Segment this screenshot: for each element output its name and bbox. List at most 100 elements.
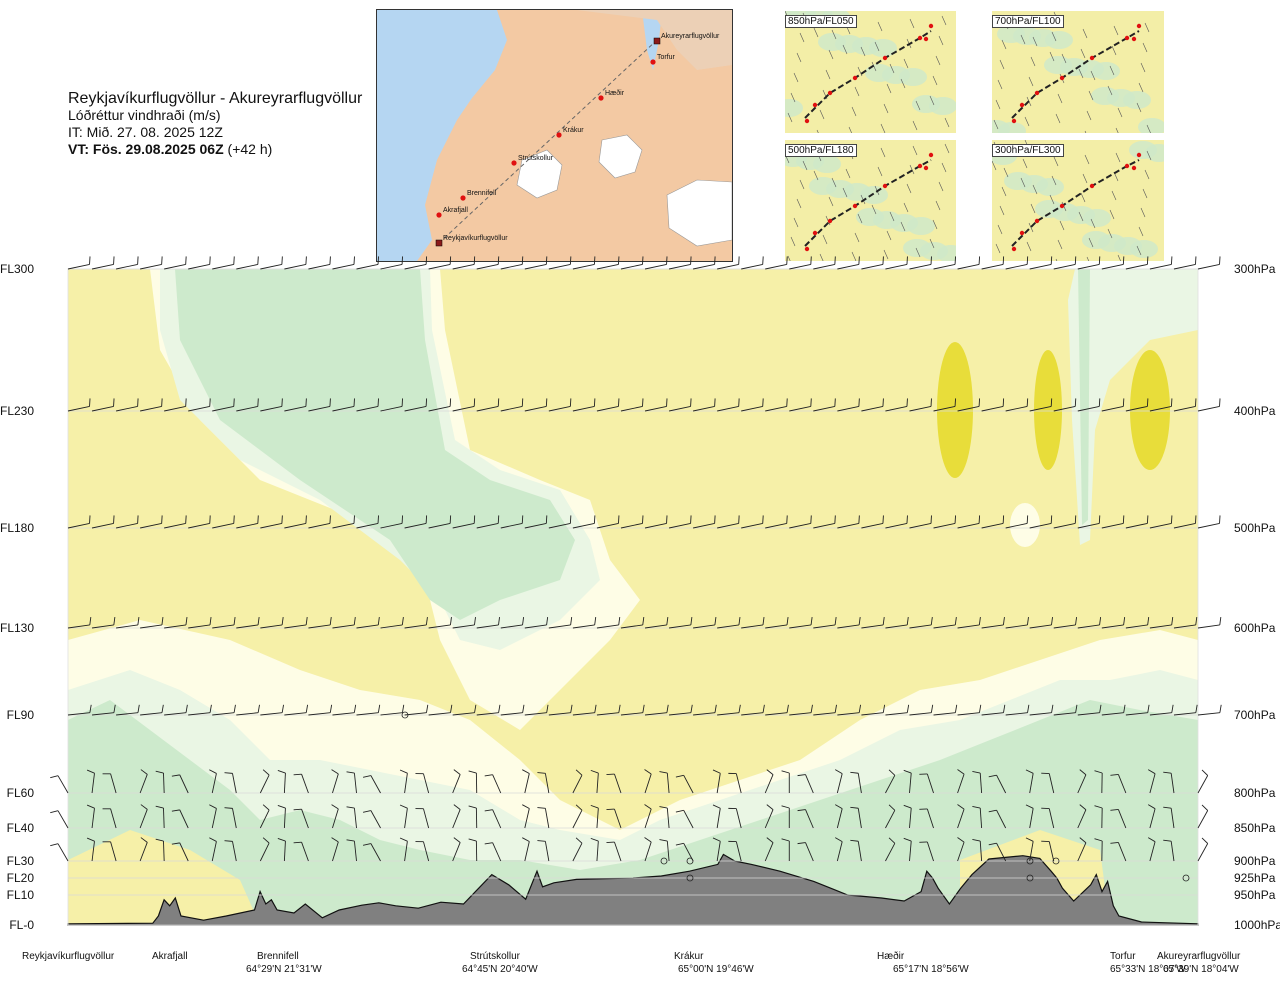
thumb-barb — [995, 243, 1001, 254]
thumb-barb — [941, 162, 947, 173]
wind-barb — [139, 837, 148, 862]
wind-barb — [669, 616, 693, 629]
wind-barb — [484, 809, 502, 829]
strong-sink-1 — [937, 342, 973, 478]
map-airport-marker — [653, 37, 661, 45]
thumb-barb — [1080, 48, 1086, 59]
thumb-waypoint — [923, 36, 929, 42]
hpa-label-700hPa: 700hPa — [1234, 708, 1276, 722]
thumb-waypoint — [923, 165, 929, 171]
wind-barb — [764, 804, 774, 829]
wind-barb — [500, 704, 525, 716]
sink-lower-right — [960, 830, 1110, 925]
thumb-barb — [1028, 222, 1034, 233]
thumb-lift-patch — [869, 39, 897, 57]
neutral-lower — [68, 620, 1198, 925]
wind-barb — [885, 704, 910, 716]
calm-marker — [1182, 874, 1190, 882]
wind-barb — [919, 841, 934, 862]
thumb-700[interactable]: 700hPa/FL100 — [992, 11, 1164, 133]
thumb-barb — [860, 46, 866, 57]
thumb-barb — [1049, 51, 1055, 62]
thumb-barb — [1111, 190, 1117, 201]
wind-barb — [606, 808, 622, 829]
map-highland — [577, 10, 732, 70]
wind-barb — [1101, 616, 1126, 629]
thumb-barb — [793, 217, 799, 228]
map-label: Krákur — [563, 127, 584, 134]
wind-barb — [155, 838, 165, 862]
wind-barb — [1005, 515, 1029, 529]
lift-upper — [175, 269, 575, 620]
wind-barb — [712, 804, 721, 829]
wind-barb — [1041, 807, 1055, 829]
wind-barb — [659, 771, 670, 794]
thumb-barb — [900, 78, 906, 89]
thumb-waypoint — [917, 35, 923, 41]
wind-barb — [797, 842, 814, 862]
hpa-label-850hPa: 850hPa — [1234, 821, 1276, 835]
map-label: Reykjavíkurflugvöllur — [443, 235, 508, 242]
thumb-barb — [1082, 28, 1088, 39]
thumb-barb — [793, 72, 799, 83]
thumb-300[interactable]: 300hPa/FL300 — [992, 140, 1164, 261]
wind-barb — [140, 704, 164, 716]
wind-barb — [1147, 804, 1156, 829]
thumb-barb — [1053, 156, 1059, 167]
wind-barb — [500, 616, 525, 629]
thumb-500[interactable]: 500hPa/FL180 — [785, 140, 956, 261]
wind-barbs — [50, 256, 1222, 882]
wind-barb — [415, 773, 430, 794]
wind-barb — [861, 515, 884, 529]
thumb-waypoint — [1124, 163, 1130, 169]
wind-barb — [909, 398, 932, 412]
fl-label-FL30: FL30 — [6, 854, 34, 868]
wind-barb — [308, 256, 331, 270]
wind-barb — [933, 616, 957, 629]
thumb-barb — [871, 204, 877, 215]
wind-barb — [236, 398, 259, 412]
wind-barb — [1197, 398, 1221, 412]
wind-barb — [693, 616, 717, 629]
thumb-barb — [938, 181, 944, 192]
wind-barb — [885, 837, 896, 862]
route-map[interactable]: Akureyrarflugvöllur Torfur Hæðir Krákur Strú… — [376, 9, 733, 262]
thumb-barb — [787, 255, 791, 261]
wind-barb — [909, 515, 932, 529]
wind-barb — [1173, 616, 1198, 629]
fl-label-FL180: FL180 — [0, 521, 35, 535]
route-title: Reykjavíkurflugvöllur - Akureyrarflugvöl… — [68, 90, 363, 107]
wind-barb — [765, 256, 788, 270]
map-waypoint-marker — [650, 59, 656, 65]
thumb-barb — [1146, 124, 1151, 133]
wind-barb — [572, 616, 597, 629]
wind-barb — [224, 772, 237, 794]
wind-barb — [835, 837, 843, 862]
thumb-route — [804, 30, 932, 119]
thumb-barb — [909, 164, 915, 175]
thumb-barb — [1138, 82, 1144, 93]
thumb-barb — [1080, 192, 1086, 203]
wind-barb — [164, 398, 187, 412]
thumb-barb — [935, 200, 941, 211]
thumb-barb — [1057, 239, 1063, 250]
wind-barb — [741, 256, 764, 270]
wind-barb — [1197, 837, 1209, 862]
waypoint-name: Hæðir — [877, 951, 905, 962]
wind-barb — [212, 704, 236, 716]
wind-barb — [712, 837, 721, 862]
wind-barb — [765, 398, 788, 412]
wind-barb — [1094, 838, 1103, 862]
thumb-850[interactable]: 850hPa/FL050 — [785, 11, 956, 133]
wind-barb — [837, 398, 860, 412]
map-route-line — [438, 39, 658, 244]
product-title: Lóðréttur vindhraði (m/s) — [68, 107, 221, 123]
thumb-barb — [935, 55, 941, 66]
thumb-barb — [999, 59, 1005, 70]
wind-barb — [67, 515, 91, 529]
thumb-barb — [1030, 56, 1036, 67]
thumb-barb — [1084, 130, 1087, 133]
wind-barb — [1101, 398, 1125, 412]
thumb-lift-patch — [1130, 240, 1158, 258]
wind-barb — [331, 804, 339, 829]
